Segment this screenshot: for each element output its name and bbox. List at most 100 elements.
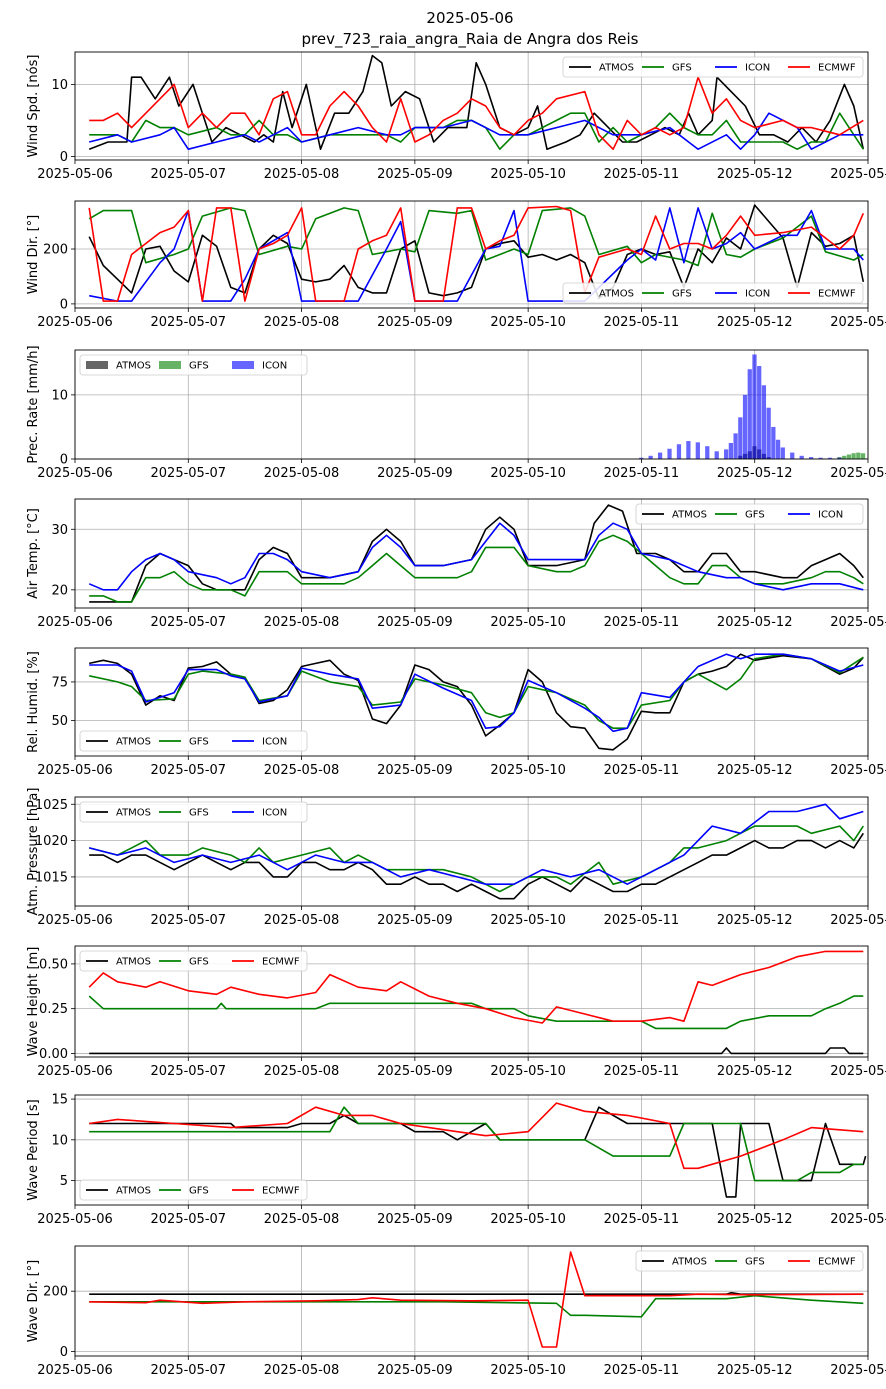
series-line-atmos: [89, 653, 864, 751]
plot-area: [89, 653, 864, 751]
x-tick-label: 2025-05-13: [830, 1363, 886, 1378]
x-tick-label: 2025-05-06: [37, 763, 113, 778]
x-tick-label: 2025-05-10: [490, 763, 566, 778]
y-tick-label: 0: [60, 1345, 68, 1360]
plot-area: [89, 803, 864, 900]
x-tick-label: 2025-05-08: [264, 615, 340, 630]
x-tick-label: 2025-05-09: [377, 1363, 453, 1378]
y-tick-label: 10: [51, 388, 68, 403]
x-tick-label: 2025-05-07: [151, 315, 227, 330]
series-line-atmos: [89, 832, 864, 900]
bar-icon: [733, 433, 738, 459]
legend-box: [79, 354, 308, 376]
x-tick-label: 2025-05-12: [717, 167, 793, 182]
bar-icon: [808, 457, 814, 459]
legend: ATMOS GFS ICON: [79, 730, 308, 752]
legend: ATMOS GFS ECMWF: [635, 1250, 864, 1272]
bar-icon: [639, 457, 644, 459]
series-line-ecmwf: [89, 1251, 864, 1348]
legend-label: GFS: [189, 737, 209, 748]
panel-5: 2025-05-06 2025-05-07 2025-05-08 2025-05-09…: [26, 647, 886, 778]
y-axis-label: Wind Dir. [°]: [26, 215, 41, 295]
series-line-atmos: [89, 1047, 864, 1055]
figure-title: 2025-05-06: [426, 9, 513, 27]
panel-3: 2025-05-06 2025-05-07 2025-05-08 2025-05-09…: [26, 345, 886, 481]
plot-area: [89, 1102, 867, 1198]
legend-swatch: [86, 361, 108, 369]
x-tick-label: 2025-05-10: [490, 913, 566, 928]
axes-frame: [74, 349, 869, 460]
legend-label: ATMOS: [599, 63, 634, 74]
x-tick-label: 2025-05-12: [717, 1064, 793, 1079]
y-tick-label: 5: [60, 1174, 68, 1189]
bar-icon: [799, 455, 804, 459]
x-tick-label: 2025-05-07: [151, 615, 227, 630]
panels: 2025-05-06 2025-05-07 2025-05-08 2025-05-09…: [26, 51, 886, 1378]
bar-icon: [657, 452, 663, 459]
x-tick-label: 2025-05-06: [37, 913, 113, 928]
bar-gfs: [856, 452, 861, 459]
series-line-gfs: [89, 1106, 864, 1182]
y-tick-label: 1025: [35, 798, 68, 813]
y-axis-label: Prec. Rate [mm/h]: [26, 345, 41, 463]
series-line-icon: [89, 653, 864, 733]
axes-frame: [74, 796, 869, 907]
series-line-icon: [89, 207, 864, 302]
legend-label: ATMOS: [116, 808, 151, 819]
legend: ATMOS GFS ECMWF: [79, 1179, 308, 1201]
x-tick-label: 2025-05-13: [830, 315, 886, 330]
plot-area: [88, 504, 864, 603]
y-axis-label: Atm. Pressure [hPa]: [26, 788, 41, 916]
legend-label: ICON: [262, 737, 287, 748]
x-tick-label: 2025-05-06: [37, 1212, 113, 1227]
legend-label: ECMWF: [818, 1257, 856, 1268]
bar-icon: [761, 385, 767, 459]
x-tick-label: 2025-05-07: [151, 763, 227, 778]
legend: ATMOS GFS ICON: [635, 503, 864, 525]
x-tick-label: 2025-05-13: [830, 763, 886, 778]
x-tick-label: 2025-05-09: [377, 1064, 453, 1079]
series-line-icon: [89, 112, 864, 150]
x-tick-label: 2025-05-08: [264, 1064, 340, 1079]
legend-label: GFS: [189, 361, 209, 372]
bar-icon: [686, 441, 691, 459]
legend-label: ECMWF: [262, 957, 300, 968]
series-line-gfs: [89, 1294, 864, 1318]
legend: ATMOS GFS ECMWF: [79, 950, 308, 972]
series-line-atmos: [88, 54, 865, 150]
series-line-ecmwf: [89, 76, 864, 150]
x-tick-label: 2025-05-09: [377, 763, 453, 778]
legend-box: [635, 1250, 864, 1272]
bar-icon: [827, 457, 833, 459]
bar-gfs: [860, 453, 866, 459]
y-tick-label: 0.00: [39, 1047, 68, 1062]
axes-frame: [74, 1245, 869, 1357]
panel-4: 2025-05-06 2025-05-07 2025-05-08 2025-05-09…: [26, 498, 886, 630]
x-tick-label: 2025-05-08: [264, 763, 340, 778]
x-tick-label: 2025-05-12: [717, 913, 793, 928]
series-line-ecmwf: [89, 1102, 864, 1170]
plot-area: [88, 54, 865, 150]
panel-6: 2025-05-06 2025-05-07 2025-05-08 2025-05-09…: [26, 788, 886, 928]
series-line-icon: [89, 803, 864, 886]
x-tick-label: 2025-05-13: [830, 466, 886, 481]
x-tick-label: 2025-05-11: [604, 1064, 680, 1079]
x-tick-label: 2025-05-09: [377, 913, 453, 928]
y-axis-label: Air Temp. [°C]: [26, 508, 41, 599]
legend-label: GFS: [672, 63, 692, 74]
x-tick-label: 2025-05-11: [604, 466, 680, 481]
y-axis-label: Wave Period [s]: [26, 1099, 41, 1200]
legend-label: GFS: [189, 808, 209, 819]
legend-label: ATMOS: [672, 1257, 707, 1268]
legend: ATMOS GFS ICON: [79, 354, 308, 376]
legend-label: GFS: [189, 957, 209, 968]
legend-label: ICON: [818, 510, 843, 521]
legend-box: [635, 503, 864, 525]
axes-frame: [74, 51, 869, 161]
axes-frame: [74, 498, 869, 609]
y-tick-label: 0.50: [39, 957, 68, 972]
x-tick-label: 2025-05-12: [717, 1212, 793, 1227]
legend-label: ECMWF: [818, 63, 856, 74]
